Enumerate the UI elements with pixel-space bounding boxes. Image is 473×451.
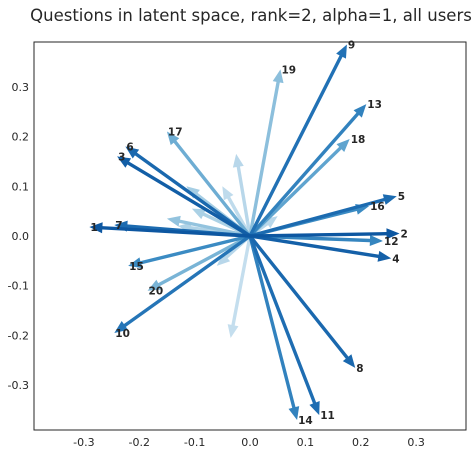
vector-arrow-unlabeled [166, 215, 251, 238]
vector-arrow-unlabeled [222, 186, 252, 237]
x-tick-label: 0.3 [407, 436, 425, 449]
y-tick-label: 0.2 [12, 131, 30, 144]
vector-arrow-unlabeled [191, 208, 251, 238]
x-tick-label: 0.0 [241, 436, 259, 449]
vector-label-18: 18 [351, 134, 366, 146]
vector-label-13: 13 [367, 99, 382, 111]
y-tick-label: 0.0 [12, 230, 30, 243]
vector-label-8: 8 [356, 363, 363, 375]
x-tick-label: 0.2 [352, 436, 370, 449]
vector-arrow-4 [249, 234, 392, 262]
vector-arrow-6 [125, 146, 251, 238]
vector-label-6: 6 [126, 141, 133, 153]
vectors [89, 44, 400, 421]
x-tick-label: -0.2 [128, 436, 149, 449]
vector-arrow-18 [248, 139, 350, 238]
y-tick-label: 0.3 [12, 81, 30, 94]
vector-arrow-11 [248, 235, 320, 416]
vector-label-1: 1 [90, 222, 97, 234]
x-tick-label: 0.1 [297, 436, 315, 449]
vector-arrow-19 [248, 69, 284, 237]
vector-arrow-2 [249, 228, 400, 240]
vector-label-15: 15 [129, 261, 144, 273]
vector-arrow-20 [147, 234, 251, 291]
vector-label-20: 20 [149, 286, 164, 298]
y-tick-label: 0.1 [12, 180, 30, 193]
vector-arrow-14 [248, 235, 300, 421]
plot-frame [33, 41, 467, 431]
vector-arrow-unlabeled [232, 153, 252, 237]
vector-label-12: 12 [384, 236, 399, 248]
y-tick-label: -0.2 [8, 329, 29, 342]
x-tick-label: -0.1 [184, 436, 205, 449]
vector-label-11: 11 [320, 410, 335, 422]
vector-label-17: 17 [168, 127, 183, 139]
vector-label-9: 9 [348, 39, 355, 51]
vector-arrow-unlabeled [227, 235, 252, 338]
x-tick-label: -0.3 [73, 436, 94, 449]
vector-arrow-9 [248, 44, 347, 237]
vector-arrow-3 [117, 156, 251, 238]
vector-label-14: 14 [298, 415, 313, 427]
vector-arrow-15 [128, 234, 251, 269]
y-tick-label: -0.1 [8, 280, 29, 293]
vector-label-5: 5 [398, 191, 405, 203]
vector-label-10: 10 [115, 328, 130, 340]
vector-arrow-5 [249, 194, 397, 238]
vector-arrow-1 [89, 222, 251, 238]
vector-arrow-8 [248, 234, 356, 368]
vector-arrow-13 [248, 104, 367, 238]
axes: -0.3 -0.2 -0.1 0.0 0.1 0.2 0.3 0.3 0.2 0.1 0.0 -0.1… [8, 81, 425, 449]
chart-title: Questions in latent space, rank=2, alpha… [30, 6, 472, 25]
vector-arrow-12 [249, 234, 383, 246]
vector-label-16: 16 [370, 201, 385, 213]
vector-label-4: 4 [392, 253, 399, 265]
vector-label-3: 3 [118, 151, 125, 163]
vector-label-2: 2 [401, 229, 408, 241]
vector-label-7: 7 [115, 220, 122, 232]
y-tick-label: -0.3 [8, 379, 29, 392]
vector-label-19: 19 [281, 64, 296, 76]
vector-arrow-10 [114, 234, 251, 333]
vector-arrow-17 [166, 131, 252, 238]
